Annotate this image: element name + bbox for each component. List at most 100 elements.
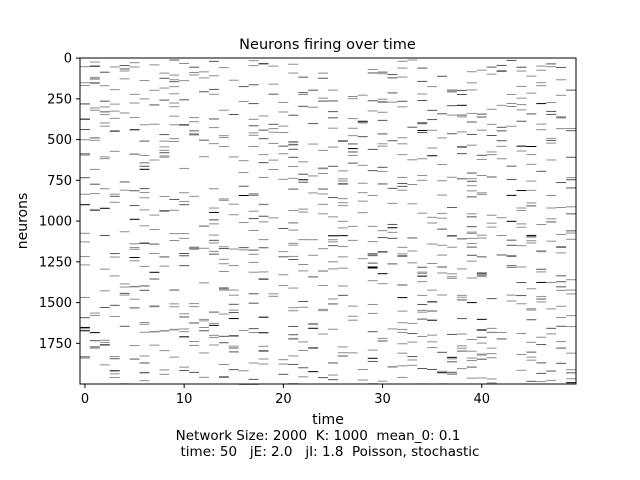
spike-mark: [447, 133, 457, 135]
spike-mark: [248, 195, 259, 197]
spike-mark: [506, 239, 517, 241]
spike-mark: [258, 138, 269, 140]
spike-mark: [258, 129, 269, 131]
spike-mark: [546, 63, 557, 65]
y-tick-label: 1000: [39, 215, 72, 230]
spike-mark: [417, 80, 428, 82]
spike-mark: [248, 378, 259, 380]
spike-mark: [466, 237, 477, 239]
spike-mark: [80, 296, 90, 298]
spike-mark: [456, 333, 467, 335]
spike-mark: [179, 265, 190, 267]
spike-mark: [318, 173, 328, 175]
spike-mark: [199, 376, 209, 378]
spike-mark: [328, 235, 338, 237]
spike-mark: [129, 298, 140, 300]
spike-mark: [99, 344, 110, 346]
spike-mark: [397, 154, 408, 156]
spike-mark: [129, 256, 140, 258]
spike-mark: [318, 377, 328, 379]
spike-mark: [337, 355, 348, 357]
spike-mark: [169, 102, 180, 104]
spike-mark: [288, 222, 299, 224]
spike-mark: [387, 223, 398, 225]
spike-mark: [556, 207, 567, 209]
spike-mark: [228, 264, 239, 266]
spike-mark: [437, 113, 448, 115]
spike-mark: [387, 227, 398, 229]
spike-mark: [526, 234, 537, 236]
spike-mark: [258, 316, 269, 318]
spike-mark: [119, 68, 130, 70]
spike-mark: [208, 75, 219, 77]
spike-mark: [377, 101, 388, 103]
spike-mark: [506, 220, 517, 222]
spike-mark: [556, 362, 567, 364]
spike-mark: [397, 182, 408, 184]
spike-mark: [526, 113, 537, 115]
spike-mark: [298, 270, 309, 272]
spike-mark: [298, 94, 309, 96]
spike-mark: [476, 358, 487, 360]
spike-mark: [476, 234, 487, 236]
spike-mark: [486, 154, 497, 156]
spike-mark: [159, 152, 170, 154]
spike-mark: [298, 179, 309, 181]
spike-mark: [546, 66, 557, 68]
spike-mark: [437, 370, 448, 372]
spike-mark: [129, 102, 140, 104]
spike-mark: [556, 281, 567, 283]
x-axis-ticks: 0 10 20 30 40: [81, 384, 490, 407]
spike-mark: [496, 70, 507, 72]
spike-mark: [397, 60, 408, 62]
spike-mark: [456, 299, 467, 301]
spike-mark: [169, 86, 180, 88]
spike-mark: [179, 316, 190, 318]
spike-mark: [427, 301, 438, 303]
spike-mark: [228, 351, 239, 353]
spike-mark: [556, 246, 567, 248]
spike-mark: [367, 110, 378, 112]
spike-mark: [357, 182, 368, 184]
spike-mark: [278, 178, 289, 180]
spike-mark: [387, 263, 398, 265]
spike-mark: [189, 303, 200, 305]
spike-mark: [228, 369, 239, 371]
spike-mark: [347, 135, 358, 137]
spike-mark: [248, 328, 259, 330]
spike-mark: [337, 178, 348, 180]
spike-mark: [248, 293, 259, 295]
spike-mark: [109, 103, 120, 105]
spike-mark: [268, 83, 279, 85]
spike-mark: [80, 204, 90, 206]
spike-mark: [546, 370, 557, 372]
spike-mark: [169, 356, 180, 358]
spike-mark: [387, 77, 398, 79]
spike-mark: [149, 159, 160, 161]
spike-mark: [80, 256, 90, 258]
spike-mark: [189, 246, 200, 248]
spike-mark: [397, 67, 408, 69]
spike-mark: [308, 347, 319, 349]
spike-mark: [347, 239, 358, 241]
spike-mark: [516, 85, 527, 87]
spike-mark: [298, 161, 309, 163]
spike-mark: [189, 74, 200, 76]
spike-mark: [149, 123, 160, 125]
spike-mark: [248, 60, 259, 62]
spike-mark: [466, 357, 477, 359]
spike-mark: [328, 127, 338, 129]
spike-mark: [288, 148, 299, 150]
spike-mark: [466, 216, 477, 218]
x-axis-label: time: [312, 412, 344, 428]
spike-mark: [556, 182, 567, 184]
y-tick-label: 0: [64, 52, 72, 67]
spike-mark: [536, 69, 547, 71]
spike-mark: [228, 347, 239, 349]
spike-mark: [377, 166, 388, 168]
spike-mark: [248, 134, 259, 136]
spike-mark: [546, 139, 557, 141]
spike-mark: [199, 326, 209, 328]
spike-mark: [417, 281, 428, 283]
